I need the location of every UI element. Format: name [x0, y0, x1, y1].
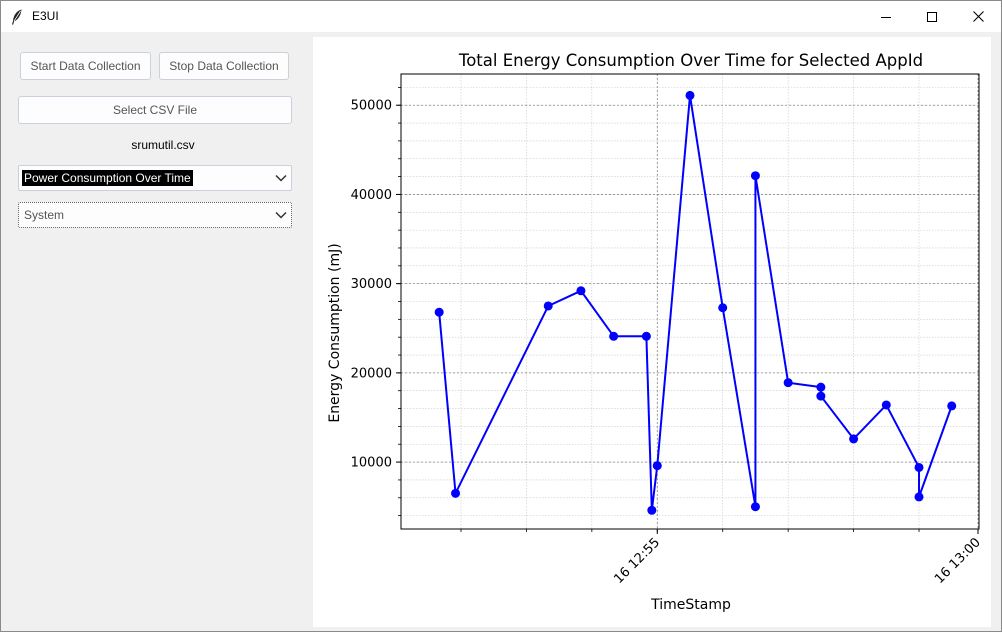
app-id-dropdown[interactable]: System — [18, 202, 292, 228]
feather-icon — [11, 9, 23, 25]
data-point — [609, 331, 619, 341]
x-tick-label: 16 13:00 — [932, 535, 984, 587]
maximize-icon — [927, 11, 937, 22]
chevron-down-icon[interactable] — [271, 203, 291, 227]
data-point — [881, 400, 891, 410]
x-tick-label: 16 12:55 — [611, 535, 663, 587]
data-point — [652, 461, 662, 471]
title-bar[interactable]: E3UI — [1, 1, 1001, 32]
control-panel: Start Data Collection Stop Data Collecti… — [1, 32, 311, 631]
chevron-down-icon[interactable] — [271, 166, 291, 190]
minimize-button[interactable] — [863, 1, 909, 32]
data-point — [783, 378, 793, 388]
maximize-button[interactable] — [909, 1, 955, 32]
series-line — [438, 95, 953, 511]
minimize-icon — [881, 12, 891, 22]
chart-title: Total Energy Consumption Over Time for S… — [458, 51, 923, 70]
data-point — [816, 391, 826, 401]
data-point — [947, 401, 957, 411]
plot-type-dropdown[interactable]: Power Consumption Over Time — [18, 165, 292, 191]
y-tick-label: 40000 — [351, 188, 392, 203]
select-csv-file-button[interactable]: Select CSV File — [18, 96, 292, 124]
data-point — [647, 505, 657, 515]
data-point — [451, 488, 461, 498]
x-axis-label: TimeStamp — [650, 597, 731, 613]
chart-canvas: 10000 20000 30000 40000 50000 16 12:55 16 13:0… — [313, 37, 991, 627]
y-tick-label: 50000 — [351, 99, 392, 114]
stop-data-collection-button[interactable]: Stop Data Collection — [159, 52, 289, 80]
series-points — [434, 90, 957, 515]
app-id-value: System — [24, 208, 65, 222]
data-point — [750, 171, 760, 181]
data-point — [685, 90, 695, 100]
selected-file-label: srumutil.csv — [131, 138, 195, 152]
data-point — [543, 301, 553, 311]
window-title: E3UI — [32, 9, 59, 23]
data-point — [718, 303, 728, 313]
data-point — [816, 382, 826, 392]
energy-chart: 10000 20000 30000 40000 50000 16 12:55 16 13:0… — [327, 51, 984, 613]
y-tick-label: 20000 — [351, 366, 392, 381]
data-point — [914, 492, 924, 502]
data-point — [576, 286, 586, 296]
minor-grid — [401, 74, 979, 529]
close-icon — [972, 11, 984, 22]
data-point — [434, 307, 444, 317]
y-tick-label: 30000 — [351, 277, 392, 292]
data-point — [750, 502, 760, 512]
start-data-collection-button[interactable]: Start Data Collection — [20, 52, 151, 80]
axis-ticks: 10000 20000 30000 40000 50000 16 12:55 16 13:0… — [351, 86, 984, 587]
y-axis-label: Energy Consumption (mJ) — [327, 243, 343, 422]
plot-type-value: Power Consumption Over Time — [22, 170, 193, 186]
data-point — [914, 462, 924, 472]
y-tick-label: 10000 — [351, 456, 392, 471]
close-button[interactable] — [955, 1, 1001, 32]
data-point — [641, 331, 651, 341]
data-point — [849, 434, 859, 444]
